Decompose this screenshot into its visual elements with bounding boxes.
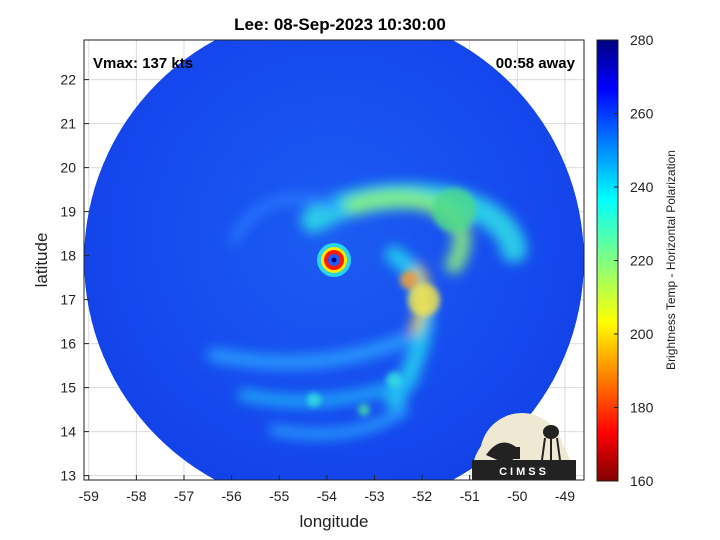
- x-tick-label: -56: [222, 488, 242, 504]
- colorbar-tick-label: 260: [630, 106, 654, 122]
- y-axis: 13 14 15 16 17 18 19 20 21 22: [60, 72, 89, 484]
- x-axis: -59 -58 -57 -56 -55 -54 -53 -52 -51 -50 -49: [79, 475, 575, 504]
- brightness-temperature-field: [84, 40, 584, 480]
- y-tick-label: 20: [60, 160, 76, 176]
- y-tick-label: 21: [60, 116, 76, 132]
- y-tick-label: 18: [60, 248, 76, 264]
- convective-cell: [386, 372, 402, 388]
- logo-text: CIMSS: [499, 466, 549, 478]
- convective-cells: [307, 188, 476, 416]
- x-tick-label: -52: [412, 488, 432, 504]
- storm-eye: [317, 243, 351, 277]
- time-offset-label: 00:58 away: [496, 55, 576, 72]
- rainband: [229, 193, 339, 245]
- water-tower-icon: [543, 425, 559, 439]
- convective-cell: [358, 404, 370, 416]
- x-tick-label: -50: [507, 488, 527, 504]
- colorbar-tick-label: 180: [630, 400, 654, 416]
- x-tick-label: -54: [317, 488, 337, 504]
- y-tick-label: 22: [60, 72, 76, 88]
- colorbar-tick-label: 160: [630, 473, 654, 489]
- colorbar-tick-label: 240: [630, 179, 654, 195]
- vmax-label: Vmax: 137 kts: [93, 55, 193, 72]
- x-tick-label: -49: [555, 488, 575, 504]
- colorbar-label: Brightness Temp - Horizontal Polarizatio…: [664, 150, 678, 370]
- convective-cell: [432, 188, 476, 232]
- rainband: [207, 333, 411, 370]
- plot-area: -59 -58 -57 -56 -55 -54 -53 -52 -51 -50 -49 13 14 15…: [60, 39, 585, 504]
- chart-title: Lee: 08-Sep-2023 10:30:00: [234, 15, 446, 34]
- colorbar-tick-label: 220: [630, 253, 654, 269]
- x-tick-label: -55: [269, 488, 289, 504]
- colorbar-tick-label: 280: [630, 32, 654, 48]
- x-tick-label: -59: [79, 488, 99, 504]
- y-tick-label: 16: [60, 336, 76, 352]
- colorbar: 160 180 200 220 240 260 280 Brightness Temp - …: [596, 32, 678, 489]
- x-axis-label: longitude: [299, 512, 368, 531]
- convective-cell: [408, 284, 440, 316]
- convective-cell: [307, 393, 321, 407]
- convective-cell: [400, 271, 418, 289]
- x-tick-label: -53: [364, 488, 384, 504]
- y-tick-label: 13: [60, 468, 76, 484]
- rainband: [269, 405, 409, 439]
- y-tick-label: 14: [60, 424, 76, 440]
- y-tick-label: 15: [60, 380, 76, 396]
- y-tick-label: 17: [60, 292, 76, 308]
- colorbar-tick-label: 200: [630, 326, 654, 342]
- eye-center: [331, 257, 337, 263]
- plot-frame: [83, 39, 585, 481]
- y-axis-label: latitude: [32, 233, 51, 288]
- cimss-logo: CIMSS: [471, 413, 576, 480]
- x-tick-label: -51: [460, 488, 480, 504]
- x-tick-label: -57: [174, 488, 194, 504]
- y-tick-label: 19: [60, 204, 76, 220]
- x-tick-label: -58: [126, 488, 146, 504]
